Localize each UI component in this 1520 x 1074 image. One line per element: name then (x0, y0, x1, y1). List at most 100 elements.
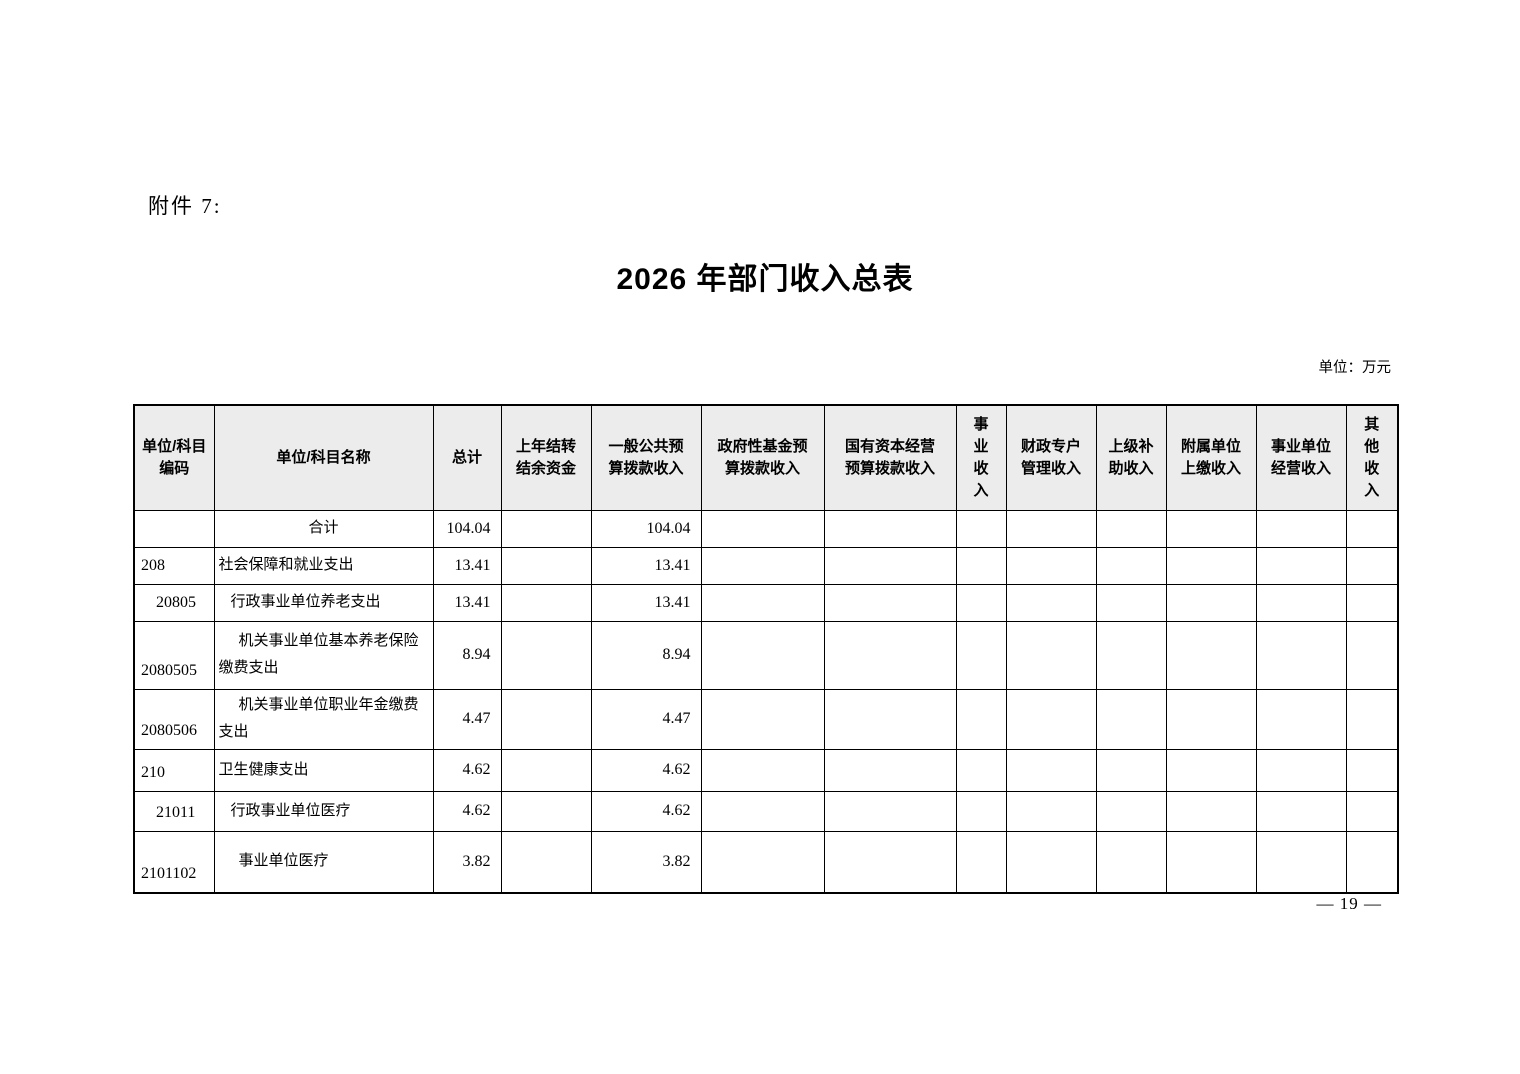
cell-general-public-budget: 8.94 (590, 620, 702, 690)
cell-total: 4.62 (432, 748, 502, 792)
cell-total: 4.62 (432, 790, 502, 832)
cell-empty (1095, 546, 1167, 585)
cell-general-public-budget: 3.82 (590, 830, 702, 894)
cell-general-public-budget: 104.04 (590, 509, 702, 548)
cell-empty (1255, 688, 1347, 750)
cell-empty (1345, 583, 1399, 622)
cell-empty (1005, 790, 1097, 832)
cell-name: 社会保障和就业支出 (213, 546, 434, 585)
cell-name: 机关事业单位基本养老保险缴费支出 (213, 620, 434, 690)
cell-empty (955, 583, 1007, 622)
cell-empty (955, 509, 1007, 548)
cell-general-public-budget: 4.62 (590, 790, 702, 832)
col-header-business-income: 事业收入 (955, 404, 1007, 511)
table-row: 2101102 事业单位医疗 3.82 3.82 (133, 830, 1399, 894)
cell-empty (1255, 546, 1347, 585)
attachment-label: 附件 7: (148, 194, 222, 218)
cell-empty (1165, 546, 1257, 585)
cell-total: 104.04 (432, 509, 502, 548)
col-header-gov-fund-budget: 政府性基金预算拨款收入 (700, 404, 825, 511)
cell-empty (500, 583, 592, 622)
cell-empty (1095, 748, 1167, 792)
cell-empty (500, 509, 592, 548)
table-row: 2080505 机关事业单位基本养老保险缴费支出 8.94 8.94 (133, 620, 1399, 690)
cell-total: 8.94 (432, 620, 502, 690)
cell-code: 21011 (133, 790, 215, 832)
cell-empty (823, 509, 957, 548)
cell-code: 210 (133, 748, 215, 792)
cell-empty (1005, 688, 1097, 750)
cell-empty (955, 688, 1007, 750)
cell-empty (500, 830, 592, 894)
col-header-superior-subsidy: 上级补助收入 (1095, 404, 1167, 511)
cell-total: 3.82 (432, 830, 502, 894)
cell-empty (1345, 546, 1399, 585)
cell-name: 卫生健康支出 (213, 748, 434, 792)
table-row: 210 卫生健康支出 4.62 4.62 (133, 748, 1399, 792)
table-header-row: 单位/科目编码 单位/科目名称 总计 上年结转结余资金 一般公共预算拨款收入 政… (133, 404, 1399, 511)
cell-empty (1005, 546, 1097, 585)
cell-empty (1095, 790, 1167, 832)
cell-empty (1005, 509, 1097, 548)
cell-empty (823, 790, 957, 832)
cell-empty (955, 620, 1007, 690)
cell-empty (1255, 583, 1347, 622)
cell-empty (955, 546, 1007, 585)
cell-empty (1005, 620, 1097, 690)
income-summary-table: 单位/科目编码 单位/科目名称 总计 上年结转结余资金 一般公共预算拨款收入 政… (133, 404, 1399, 894)
table-row: 2080506 机关事业单位职业年金缴费支出 4.47 4.47 (133, 688, 1399, 750)
page-number: — 19 — (1316, 894, 1382, 913)
col-header-carryover: 上年结转结余资金 (500, 404, 592, 511)
table-row: 20805 行政事业单位养老支出 13.41 13.41 (133, 583, 1399, 622)
cell-name: 行政事业单位医疗 (213, 790, 434, 832)
cell-empty (1005, 748, 1097, 792)
cell-empty (1005, 830, 1097, 894)
cell-empty (1095, 830, 1167, 894)
cell-empty (700, 790, 825, 832)
cell-empty (1255, 790, 1347, 832)
cell-code: 2080506 (133, 688, 215, 750)
cell-code: 2080505 (133, 620, 215, 690)
cell-code: 208 (133, 546, 215, 585)
cell-empty (700, 830, 825, 894)
cell-empty (1345, 509, 1399, 548)
cell-name: 机关事业单位职业年金缴费支出 (213, 688, 434, 750)
cell-empty (1345, 830, 1399, 894)
col-header-other-income: 其他收入 (1345, 404, 1399, 511)
cell-empty (1165, 830, 1257, 894)
cell-empty (1095, 509, 1167, 548)
cell-empty (1005, 583, 1097, 622)
cell-empty (1255, 748, 1347, 792)
cell-empty (1165, 748, 1257, 792)
cell-empty (1095, 583, 1167, 622)
cell-empty (700, 583, 825, 622)
table-row: 21011 行政事业单位医疗 4.62 4.62 (133, 790, 1399, 832)
cell-empty (955, 790, 1007, 832)
cell-empty (700, 620, 825, 690)
cell-empty (1255, 620, 1347, 690)
col-header-total: 总计 (432, 404, 502, 511)
cell-empty (955, 748, 1007, 792)
cell-code: 2101102 (133, 830, 215, 894)
cell-total: 4.47 (432, 688, 502, 750)
cell-empty (823, 688, 957, 750)
cell-empty (1165, 583, 1257, 622)
col-header-general-public-budget: 一般公共预算拨款收入 (590, 404, 702, 511)
cell-general-public-budget: 4.62 (590, 748, 702, 792)
cell-total: 13.41 (432, 583, 502, 622)
cell-empty (500, 546, 592, 585)
cell-empty (700, 509, 825, 548)
unit-note: 单位：万元 (1318, 360, 1392, 376)
page-title: 2026 年部门收入总表 (616, 263, 914, 296)
col-header-fiscal-account-income: 财政专户管理收入 (1005, 404, 1097, 511)
col-header-operating-income: 事业单位经营收入 (1255, 404, 1347, 511)
cell-empty (1095, 620, 1167, 690)
cell-empty (1255, 830, 1347, 894)
cell-empty (1165, 509, 1257, 548)
cell-general-public-budget: 4.47 (590, 688, 702, 750)
cell-name: 事业单位医疗 (213, 830, 434, 894)
cell-general-public-budget: 13.41 (590, 583, 702, 622)
cell-name: 行政事业单位养老支出 (213, 583, 434, 622)
col-header-name: 单位/科目名称 (213, 404, 434, 511)
